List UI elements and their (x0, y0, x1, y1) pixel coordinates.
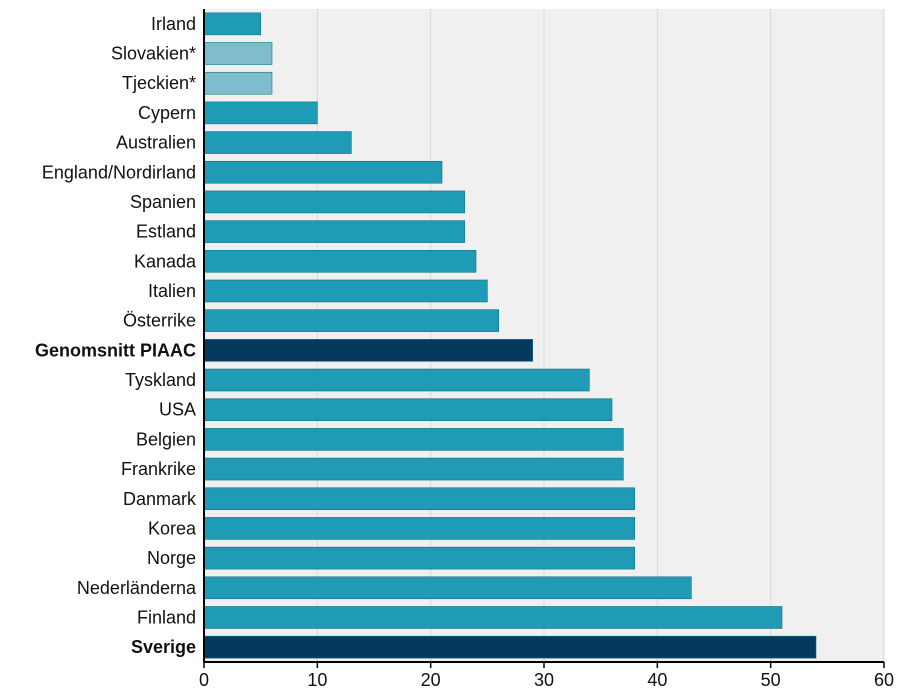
bar-sverige (203, 635, 817, 659)
category-labels: Irland Slovakien* Tjeckien* Cypern Australie… (35, 14, 197, 657)
category-label-usa: USA (159, 400, 196, 420)
category-label-tyskland: Tyskland (125, 370, 196, 390)
bar-österrike (203, 309, 499, 332)
category-label-frankrike: Frankrike (121, 459, 196, 479)
bars (203, 12, 817, 659)
bar-cypern (203, 101, 318, 125)
bar-estland (203, 220, 465, 243)
category-label-england-nordirland: England/Nordirland (42, 162, 196, 182)
bar-slovakien (203, 42, 273, 65)
category-label-australien: Australien (116, 133, 196, 153)
bar-danmark (203, 487, 635, 511)
category-label-norge: Norge (147, 548, 196, 568)
bar-frankrike (203, 457, 624, 481)
bar-spanien (203, 190, 465, 214)
bar-finland (203, 606, 783, 629)
x-tick-labels: 0 10 20 30 40 50 60 (199, 670, 894, 690)
category-label-nederländerna: Nederländerna (77, 578, 197, 598)
category-label-belgien: Belgien (136, 429, 196, 449)
x-tick-label-50: 50 (761, 670, 781, 690)
bar-italien (203, 279, 488, 303)
bar-norge (203, 546, 635, 570)
category-label-estland: Estland (136, 222, 196, 242)
x-tick-label-60: 60 (874, 670, 894, 690)
category-label-italien: Italien (148, 281, 196, 301)
category-label-sverige: Sverige (131, 637, 196, 657)
x-tick-label-30: 30 (534, 670, 554, 690)
category-label-kanada: Kanada (134, 251, 197, 271)
bar-irland (203, 12, 261, 36)
bar-tyskland (203, 368, 590, 392)
category-label-cypern: Cypern (138, 103, 196, 123)
category-label-genomsnitt-piaac: Genomsnitt PIAAC (35, 340, 196, 360)
category-label-spanien: Spanien (130, 192, 196, 212)
x-tick-label-40: 40 (647, 670, 667, 690)
category-label-österrike: Österrike (123, 311, 196, 331)
category-label-finland: Finland (137, 607, 196, 627)
category-label-irland: Irland (151, 14, 196, 34)
x-tick-label-20: 20 (421, 670, 441, 690)
bar-genomsnitt-piaac (203, 339, 533, 362)
bar-korea (203, 517, 635, 540)
x-tick-label-0: 0 (199, 670, 209, 690)
axes (203, 9, 885, 668)
bar-belgien (203, 428, 624, 451)
category-label-danmark: Danmark (123, 489, 197, 509)
x-tick-label-10: 10 (307, 670, 327, 690)
category-label-korea: Korea (148, 518, 197, 538)
category-label-tjeckien: Tjeckien* (122, 73, 196, 93)
bar-tjeckien (203, 71, 273, 95)
bar-kanada (203, 250, 477, 273)
category-label-slovakien: Slovakien* (111, 44, 196, 64)
bar-usa (203, 398, 613, 421)
bar-nederländerna (203, 576, 692, 600)
bar-england-nordirland (203, 160, 443, 184)
bar-australien (203, 131, 352, 154)
